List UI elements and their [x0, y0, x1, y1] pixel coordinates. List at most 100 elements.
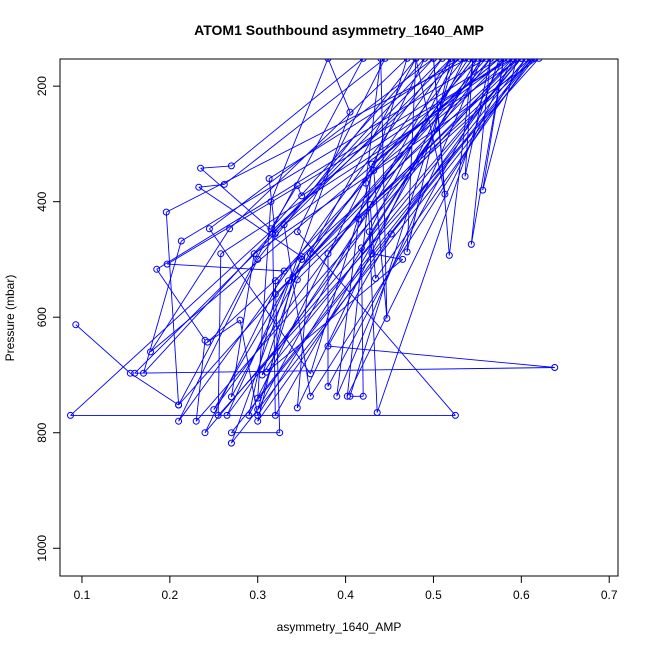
- profile-segment: [371, 59, 500, 165]
- data-point: [298, 192, 306, 200]
- data-point: [201, 429, 209, 437]
- data-point: [236, 316, 244, 324]
- data-point: [276, 429, 284, 437]
- data-point: [195, 183, 203, 191]
- data-point: [67, 411, 74, 419]
- profile-segment: [464, 59, 491, 177]
- data-point: [271, 277, 279, 285]
- data-point: [254, 255, 262, 263]
- profile-segment: [296, 185, 303, 197]
- profile-segment: [178, 59, 443, 422]
- data-point: [412, 59, 420, 62]
- profile-segment: [365, 183, 373, 254]
- data-point: [368, 160, 376, 168]
- data-point: [357, 244, 365, 252]
- x-tick-label: 0.6: [513, 588, 530, 602]
- profile-segment: [257, 59, 526, 399]
- data-point: [517, 59, 525, 62]
- data-point: [324, 250, 332, 258]
- data-point: [465, 59, 473, 62]
- data-point: [421, 59, 429, 62]
- profile-segment: [257, 279, 298, 410]
- data-point: [269, 230, 277, 237]
- profile-segment: [369, 204, 376, 279]
- data-point: [373, 409, 381, 416]
- data-point: [461, 172, 469, 180]
- data-point: [383, 314, 391, 322]
- profile-segment: [257, 201, 272, 399]
- x-tick-label: 0.3: [249, 588, 266, 602]
- profile-segment: [156, 59, 500, 270]
- data-point: [487, 59, 495, 62]
- profile-segment: [134, 59, 452, 374]
- profile-segment: [198, 186, 302, 257]
- data-point: [387, 230, 395, 238]
- data-point: [324, 59, 332, 62]
- profile-segment: [368, 231, 378, 413]
- profile-segment: [166, 59, 513, 265]
- x-tick-label: 0.5: [425, 588, 442, 602]
- data-point: [214, 411, 222, 419]
- profile-segment: [195, 340, 206, 422]
- profile-segment: [380, 59, 388, 319]
- data-point: [175, 417, 183, 425]
- data-point: [370, 167, 378, 174]
- data-point: [368, 250, 376, 258]
- profile-segment: [156, 269, 206, 341]
- data-point: [280, 221, 288, 229]
- profile-segment: [470, 59, 491, 245]
- data-point: [227, 429, 235, 437]
- profile-segment: [134, 367, 555, 374]
- y-tick-label: 400: [35, 191, 49, 211]
- profile-segment: [272, 59, 443, 234]
- data-point: [479, 186, 487, 194]
- data-point: [293, 404, 301, 412]
- profile-segment: [373, 59, 513, 171]
- x-tick-label: 0.1: [74, 588, 91, 602]
- data-point: [267, 225, 275, 233]
- profile-segment: [375, 59, 533, 279]
- chart-title: ATOM1 Southbound asymmetry_1640_AMP: [194, 22, 484, 38]
- data-point: [403, 59, 411, 62]
- profile-segment: [257, 59, 482, 416]
- profile-segment: [207, 59, 517, 343]
- data-point: [280, 267, 288, 275]
- profile-segment: [296, 59, 465, 409]
- data-point: [285, 277, 292, 285]
- data-point: [293, 182, 301, 189]
- data-point: [254, 411, 262, 419]
- profile-segment: [165, 212, 180, 406]
- profile-segment: [336, 59, 483, 397]
- profile-segment: [433, 59, 450, 256]
- data-point: [441, 190, 449, 198]
- data-point: [531, 59, 538, 62]
- profile-segment: [283, 224, 311, 397]
- profile-segment: [327, 233, 392, 347]
- profile-segment: [464, 59, 474, 177]
- data-point: [365, 228, 373, 236]
- y-tick-label: 800: [35, 422, 49, 442]
- data-point: [381, 59, 389, 62]
- profile-segment: [288, 59, 531, 282]
- profile-segment: [448, 59, 474, 256]
- data-point: [223, 411, 231, 419]
- profile-segment: [373, 170, 388, 319]
- data-point: [346, 392, 354, 400]
- plot-frame: [59, 58, 619, 577]
- data-point: [163, 260, 171, 268]
- data-point: [298, 253, 306, 261]
- x-tick-label: 0.7: [601, 588, 618, 602]
- data-point: [504, 59, 512, 62]
- data-point: [147, 348, 154, 356]
- profile-segment: [75, 324, 131, 374]
- data-point: [271, 411, 279, 419]
- data-point: [495, 59, 503, 62]
- x-tick-label: 0.4: [337, 588, 354, 602]
- data-point: [205, 225, 213, 233]
- y-tick-label: 1000: [35, 535, 49, 562]
- profile-segment: [371, 253, 403, 260]
- profile-segment: [231, 59, 364, 167]
- data-point: [362, 179, 370, 187]
- data-point: [245, 411, 253, 419]
